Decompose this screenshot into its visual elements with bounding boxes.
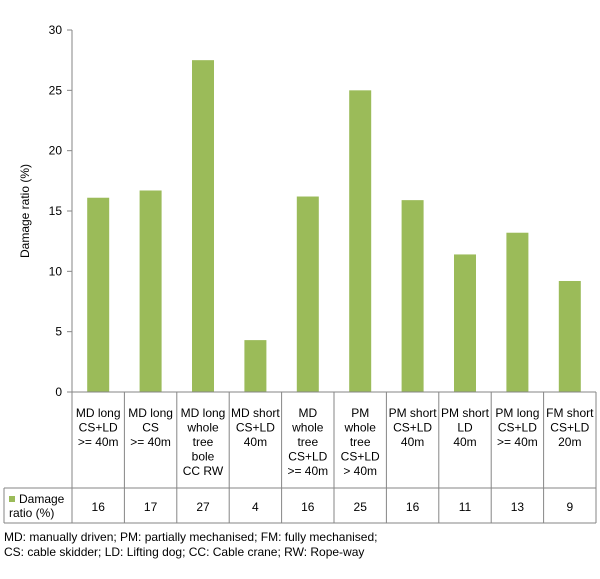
y-tick-label: 30 (49, 23, 63, 37)
table-value: 13 (511, 500, 525, 514)
bar (244, 340, 267, 392)
footnote-line-2: CS: cable skidder; LD: Lifting dog; CC: … (4, 545, 365, 559)
table-value: 4 (252, 500, 259, 514)
table-value: 11 (459, 500, 472, 514)
bar (192, 60, 214, 393)
bar (349, 90, 372, 392)
table-value: 16 (406, 500, 420, 514)
y-tick-label: 5 (55, 325, 62, 339)
category-label: FM short CS+LD 20m (546, 406, 594, 449)
bar (87, 197, 110, 392)
category-label: MD whole tree CS+LD >= 40m (287, 406, 328, 478)
category-label: PM long CS+LD >= 40m (495, 406, 539, 449)
y-tick-label: 0 (55, 385, 62, 399)
bar (401, 200, 424, 392)
legend-key (9, 496, 15, 502)
y-axis-label: Damage ratio (%) (18, 164, 32, 258)
bar (506, 232, 529, 392)
category-label: PM short LD 40m (441, 406, 490, 449)
category-label: MD short CS+LD 40m (231, 406, 280, 449)
y-tick-label: 25 (49, 83, 63, 97)
table-value: 16 (301, 500, 315, 514)
footnote-line-1: MD: manually driven; PM: partially mecha… (4, 530, 378, 544)
table-value: 16 (92, 500, 106, 514)
category-label: PM short CS+LD 40m (389, 406, 438, 449)
category-label: MD long CS+LD >= 40m (76, 406, 121, 449)
bar (454, 254, 476, 392)
y-tick-label: 10 (49, 264, 63, 278)
legend-label: Damage ratio (%) (9, 492, 65, 520)
y-tick-label: 20 (49, 144, 63, 158)
category-label: MD long whole tree bole CC RW (181, 406, 226, 478)
category-label: PM whole tree CS+LD > 40m (341, 406, 380, 478)
table-value: 25 (354, 500, 368, 514)
bar (139, 190, 162, 392)
bar (558, 280, 581, 392)
table-value: 27 (196, 500, 210, 514)
table-value: 17 (144, 500, 158, 514)
category-label: MD long CS >= 40m (128, 406, 173, 449)
bar (296, 196, 319, 392)
table-value: 9 (566, 500, 573, 514)
y-tick-label: 15 (49, 204, 63, 218)
